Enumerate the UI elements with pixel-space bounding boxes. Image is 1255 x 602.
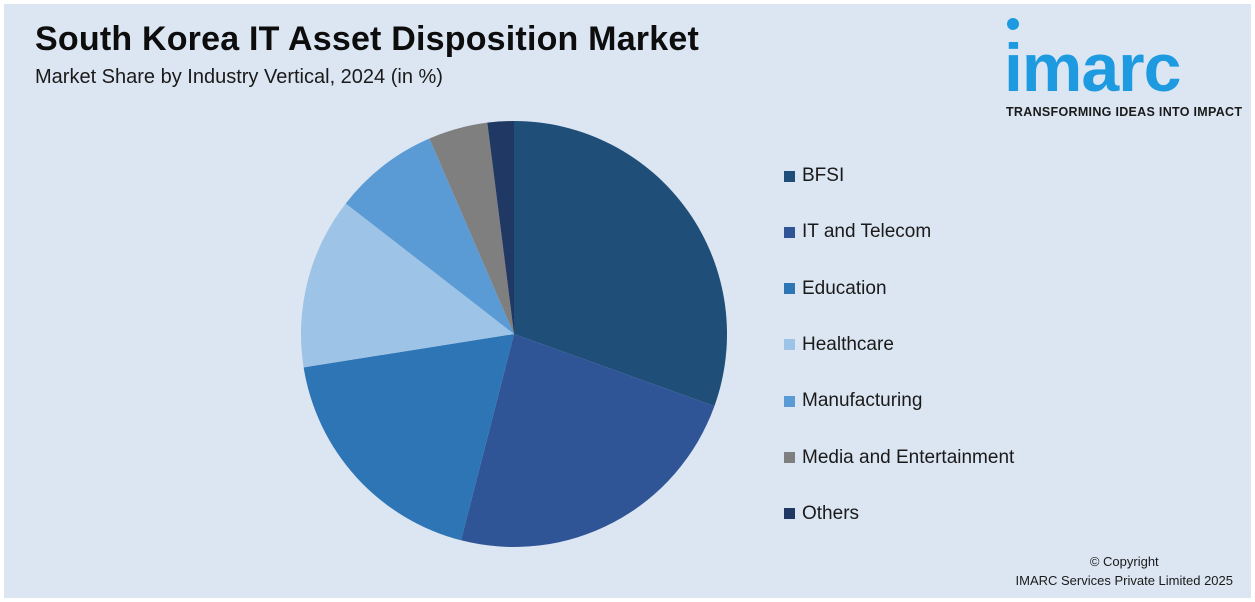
legend-item-bfsi: BFSI xyxy=(784,164,844,188)
legend-swatch xyxy=(784,170,795,182)
legend-swatch xyxy=(784,452,795,463)
legend-label: Manufacturing xyxy=(802,390,923,412)
legend-label: IT and Telecom xyxy=(802,221,932,243)
legend-swatch xyxy=(784,226,795,238)
chart-frame: South Korea IT Asset Disposition Market … xyxy=(4,4,1251,598)
legend-item-it-and-telecom: IT and Telecom xyxy=(784,220,931,244)
chart-subtitle: Market Share by Industry Vertical, 2024 … xyxy=(35,66,443,88)
copyright-line-1: © Copyright xyxy=(1089,554,1159,569)
legend-swatch xyxy=(784,283,795,295)
legend-label: Others xyxy=(802,502,860,524)
legend-swatch xyxy=(784,508,795,520)
logo-tagline: TRANSFORMING IDEAS INTO IMPACT xyxy=(1006,105,1243,119)
pie-slice-it-and-telecom xyxy=(461,334,715,547)
pie-slice-others xyxy=(487,121,514,334)
legend-item-education: Education xyxy=(784,277,887,301)
copyright-line-2: IMARC Services Private Limited 2025 xyxy=(1015,573,1233,588)
pie-chart xyxy=(301,121,727,547)
legend-swatch xyxy=(784,395,795,407)
pie-slice-media-and-entertainment xyxy=(429,122,514,334)
legend-item-media-and-entertainment: Media and Entertainment xyxy=(784,446,1014,470)
imarc-logo: imarc TRANSFORMING IDEAS INTO IMPACT xyxy=(1000,14,1245,124)
copyright-notice: © Copyright IMARC Services Private Limit… xyxy=(1016,552,1233,590)
pie-slice-healthcare xyxy=(301,203,514,368)
chart-title: South Korea IT Asset Disposition Market xyxy=(35,20,699,58)
legend-label: Education xyxy=(802,277,887,299)
legend-item-manufacturing: Manufacturing xyxy=(784,389,922,413)
logo-wordmark: imarc xyxy=(1004,30,1181,106)
pie-slice-manufacturing xyxy=(345,138,514,334)
legend-swatch xyxy=(784,339,795,351)
legend-label: Media and Entertainment xyxy=(802,446,1015,468)
logo-dot-icon xyxy=(1007,18,1019,30)
legend-label: Healthcare xyxy=(802,333,894,355)
legend-item-healthcare: Healthcare xyxy=(784,333,894,357)
pie-slice-education xyxy=(303,334,514,541)
pie-slice-bfsi xyxy=(514,121,727,407)
legend-label: BFSI xyxy=(802,165,845,186)
legend-item-others: Others xyxy=(784,502,859,526)
